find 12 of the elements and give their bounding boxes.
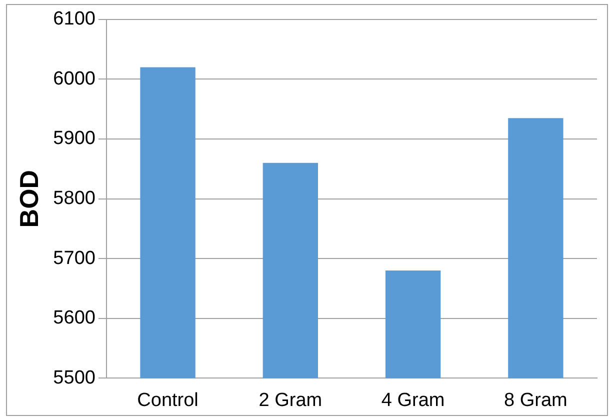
y-axis-title: BOD <box>14 170 44 228</box>
y-tick-label: 5500 <box>53 367 96 388</box>
x-tick-label: Control <box>137 390 198 411</box>
y-tick-label: 5800 <box>53 188 96 210</box>
x-tick-label: 4 Gram <box>381 390 445 411</box>
y-tick-label: 5600 <box>53 308 96 329</box>
y-tick-label: 6000 <box>53 68 96 90</box>
x-tick-label: 8 Gram <box>504 390 568 411</box>
y-tick-label: 5900 <box>53 128 96 150</box>
y-tick-label: 6100 <box>53 8 96 30</box>
x-tick-label: 2 Gram <box>258 390 322 411</box>
y-tick-label: 5700 <box>53 248 96 269</box>
